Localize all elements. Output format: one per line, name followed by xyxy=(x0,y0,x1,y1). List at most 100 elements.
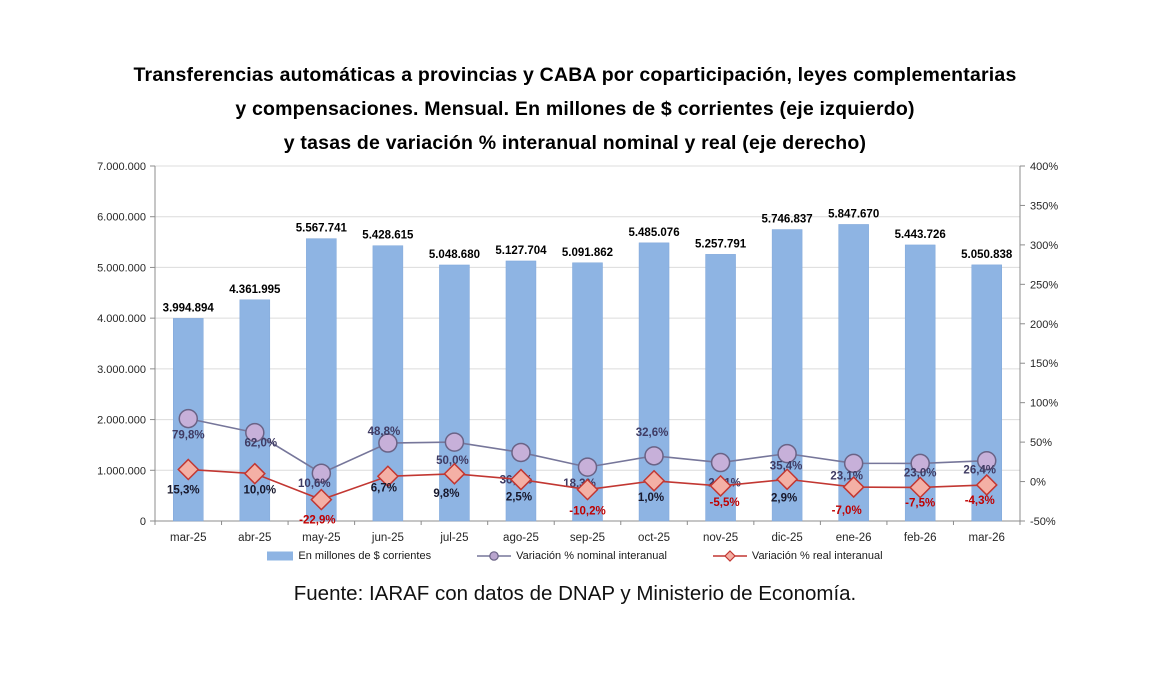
right-axis-tick-label: -50% xyxy=(1030,516,1056,528)
chart-title-line-3: y tasas de variación % interanual nomina… xyxy=(283,132,867,154)
x-axis-label: ene-26 xyxy=(836,532,872,544)
real-marker xyxy=(709,474,732,497)
nominal-series-marker-icon xyxy=(477,551,512,561)
nominal-marker xyxy=(777,443,797,464)
chart-title: Transferencias automáticas a provincias … xyxy=(0,58,1150,160)
real-value-label: 1,0% xyxy=(638,492,664,504)
x-axis-label: sep-25 xyxy=(570,532,605,544)
bar-value-label: 3.994.894 xyxy=(163,302,215,314)
real-value-label: -7,0% xyxy=(832,505,862,517)
bar-value-label: 5.050.838 xyxy=(961,249,1013,261)
bar-series-swatch-icon xyxy=(267,551,294,561)
x-axis-label: jul-25 xyxy=(439,532,468,544)
real-marker xyxy=(243,462,266,485)
left-axis-tick-label: 3.000.000 xyxy=(97,364,146,376)
nominal-value-label: 79,8% xyxy=(172,430,205,442)
real-marker xyxy=(975,473,998,497)
bar-value-label: 5.091.862 xyxy=(562,247,613,259)
left-axis-tick-label: 0 xyxy=(140,516,146,528)
chart-title-line-2: y compensaciones. Mensual. En millones d… xyxy=(235,98,915,120)
nominal-value-label: 10,6% xyxy=(298,478,331,490)
nominal-marker xyxy=(976,450,997,471)
x-axis-label: may-25 xyxy=(302,532,340,544)
real-value-label: -4,3% xyxy=(965,495,995,507)
left-axis-tick-label: 2.000.000 xyxy=(97,415,146,427)
bar xyxy=(572,262,603,522)
bar-value-label: 5.847.670 xyxy=(828,208,879,220)
real-value-label: 10,0% xyxy=(244,485,277,497)
real-value-label: 2,5% xyxy=(506,492,532,504)
legend-label-real: Variación % real interanual xyxy=(751,550,883,562)
left-axis-tick-label: 4.000.000 xyxy=(97,313,146,325)
nominal-value-label: 50,0% xyxy=(436,455,469,467)
real-marker xyxy=(177,458,200,481)
bar-value-label: 5.127.704 xyxy=(495,245,547,257)
real-marker xyxy=(376,465,399,488)
nominal-value-label: 35,4% xyxy=(770,461,803,473)
x-axis-label: dic-25 xyxy=(771,532,802,544)
right-axis-tick-label: 150% xyxy=(1030,358,1058,370)
nominal-marker xyxy=(178,408,199,429)
source-caption: Fuente: IARAF con datos de DNAP y Minist… xyxy=(293,582,857,605)
left-axis-tick-label: 5.000.000 xyxy=(97,262,146,274)
nominal-marker xyxy=(644,446,664,466)
chart-legend: En millones de $ corrientes Variación % … xyxy=(0,549,1150,563)
x-axis-label: nov-25 xyxy=(703,532,738,544)
bar xyxy=(904,244,936,522)
x-axis-label: jun-25 xyxy=(371,532,404,544)
bar-value-label: 5.746.837 xyxy=(762,214,813,226)
bar-value-label: 5.048.680 xyxy=(429,249,480,261)
x-axis-label: mar-26 xyxy=(969,532,1005,544)
legend-label-nominal: Variación % nominal interanual xyxy=(516,550,667,562)
nominal-value-label: 32,6% xyxy=(636,427,669,439)
legend-item-real: Variación % real interanual xyxy=(712,549,883,563)
right-axis-tick-label: 400% xyxy=(1030,161,1058,173)
right-axis-tick-label: 0% xyxy=(1030,477,1046,489)
legend-item-nominal: Variación % nominal interanual xyxy=(477,550,667,562)
nominal-marker xyxy=(378,433,398,453)
nominal-value-label: 23,0% xyxy=(904,467,937,479)
real-marker xyxy=(776,468,799,491)
real-value-label: -7,5% xyxy=(905,497,935,509)
real-value-label: 6,7% xyxy=(371,482,397,494)
right-axis-tick-label: 250% xyxy=(1030,279,1058,291)
real-series-marker-icon xyxy=(712,550,747,562)
nominal-marker xyxy=(311,463,332,483)
real-value-label: -5,5% xyxy=(710,497,740,509)
real-marker xyxy=(909,476,932,499)
nominal-marker xyxy=(444,432,465,452)
bar-value-label: 4.361.995 xyxy=(229,284,281,296)
nominal-marker xyxy=(511,442,531,463)
x-axis-label: ago-25 xyxy=(503,532,539,544)
right-axis-tick-label: 300% xyxy=(1030,240,1058,252)
bar-value-label: 5.428.615 xyxy=(362,230,414,242)
legend-item-bars: En millones de $ corrientes xyxy=(267,550,431,562)
nominal-marker xyxy=(577,457,598,477)
x-axis-label: mar-25 xyxy=(170,532,206,544)
bar-value-label: 5.257.791 xyxy=(695,238,747,250)
right-axis-tick-label: 100% xyxy=(1030,398,1058,410)
left-axis-tick-label: 1.000.000 xyxy=(97,465,146,477)
x-axis-label: feb-26 xyxy=(904,532,937,544)
real-marker xyxy=(842,476,865,499)
real-value-label: -10,2% xyxy=(569,506,605,518)
x-axis-label: abr-25 xyxy=(238,532,271,544)
nominal-marker xyxy=(245,422,265,443)
bar-value-label: 5.485.076 xyxy=(628,227,679,239)
left-axis-tick-label: 6.000.000 xyxy=(97,212,146,224)
real-marker xyxy=(443,462,466,485)
real-value-label: 9,8% xyxy=(433,488,459,500)
real-value-label: 2,9% xyxy=(771,492,797,504)
real-marker xyxy=(576,478,599,501)
nominal-value-label: 48,8% xyxy=(368,426,401,438)
real-marker xyxy=(310,488,333,511)
right-axis-tick-label: 50% xyxy=(1030,437,1052,449)
nominal-marker xyxy=(910,453,930,474)
chart-title-line-1: Transferencias automáticas a provincias … xyxy=(133,64,1017,86)
real-value-label: -22,9% xyxy=(299,515,335,527)
legend-label-bars: En millones de $ corrientes xyxy=(298,550,432,562)
real-value-label: 15,3% xyxy=(167,484,200,496)
right-axis-tick-label: 350% xyxy=(1030,200,1058,212)
